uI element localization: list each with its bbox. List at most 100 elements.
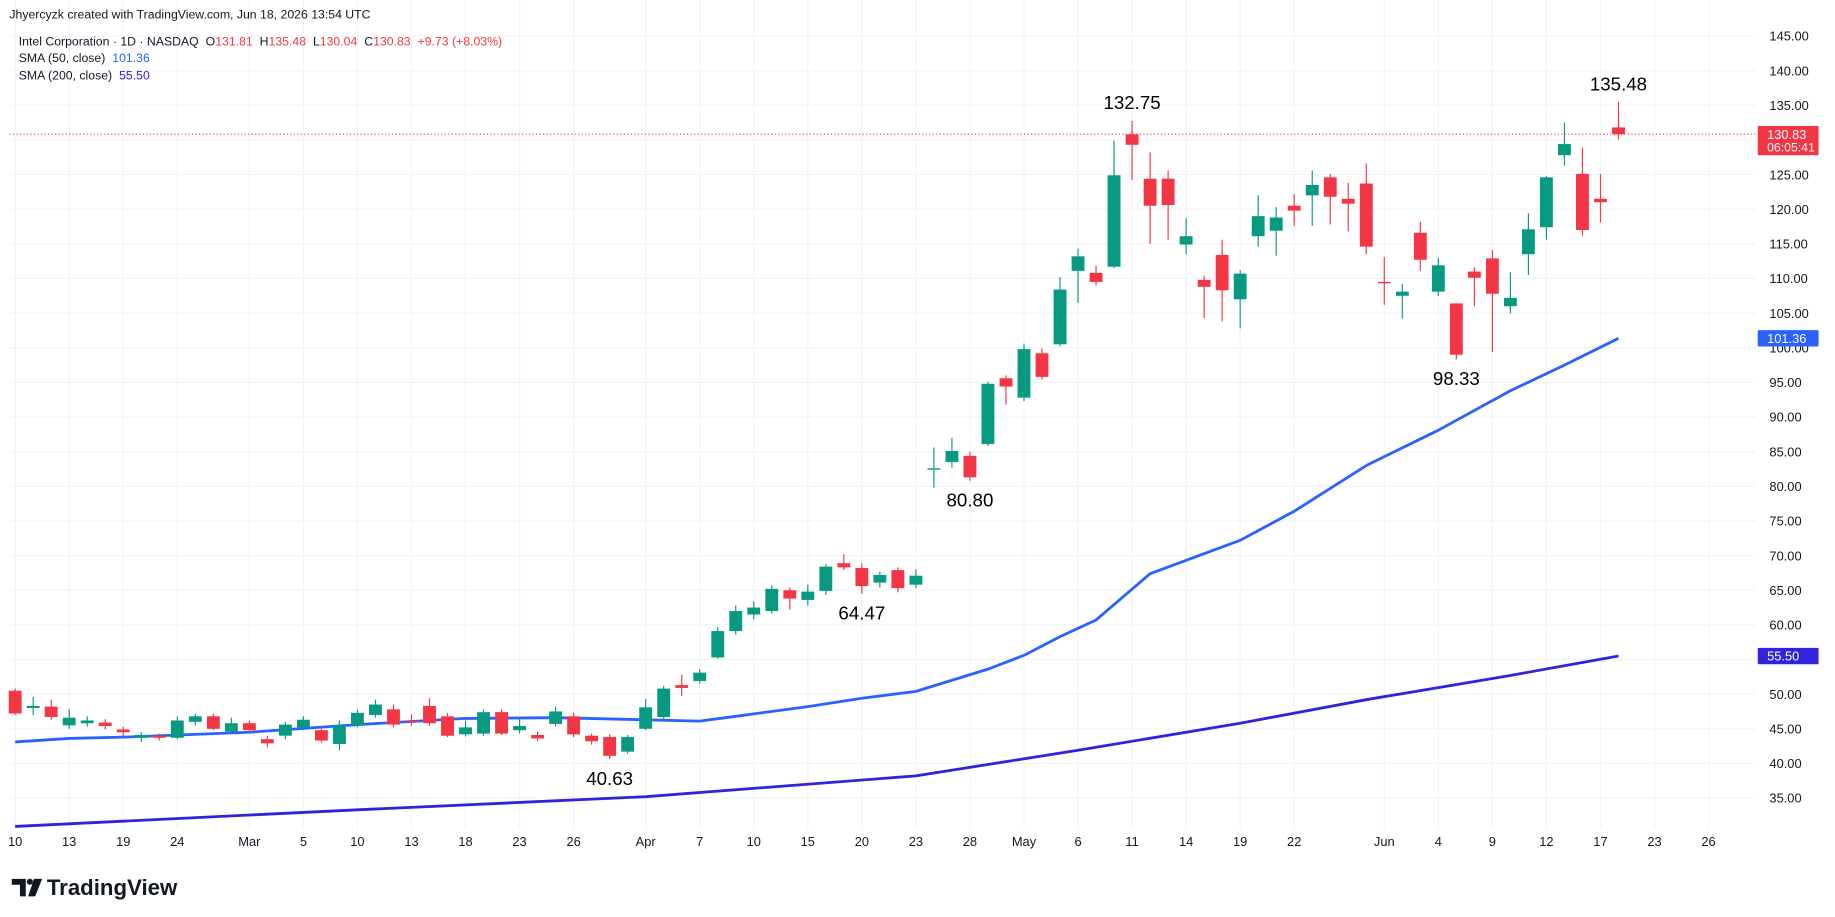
- candle-body: [1359, 183, 1373, 247]
- y-tick-label: 145.00: [1769, 29, 1808, 44]
- candle-body: [963, 455, 977, 478]
- candle-body: [981, 383, 995, 445]
- y-tick-label: 45.00: [1769, 721, 1801, 736]
- legend-symbol-line: Intel Corporation · 1D · NASDAQ O131.81 …: [19, 35, 502, 49]
- x-tick-label: 19: [1233, 834, 1247, 849]
- y-tick-label: 105.00: [1769, 306, 1808, 321]
- low-annotation: 80.80: [947, 490, 994, 511]
- candle-body: [693, 672, 707, 681]
- candle-body: [873, 574, 887, 583]
- y-tick-label: 50.00: [1769, 687, 1801, 702]
- candle-body: [314, 730, 328, 741]
- x-tick-label: 22: [1287, 834, 1301, 849]
- candle-body: [1395, 291, 1409, 296]
- candle-body: [549, 711, 563, 724]
- indicator-value: 101.36: [112, 51, 150, 65]
- candle-body: [423, 705, 436, 724]
- candle-body: [891, 570, 905, 589]
- x-tick-label: May: [1012, 834, 1037, 849]
- price-tag-label: 101.36: [1767, 331, 1806, 346]
- x-tick-label: 28: [963, 834, 977, 849]
- candle-body: [1233, 273, 1247, 300]
- brand: TradingView: [47, 875, 178, 900]
- candle-body: [1485, 258, 1499, 294]
- x-tick-label: 26: [566, 834, 580, 849]
- x-tick-label: 7: [696, 834, 703, 849]
- candle-body: [188, 716, 202, 722]
- candle-body: [495, 712, 508, 734]
- x-tick-label: 13: [404, 834, 418, 849]
- candle-body: [26, 705, 40, 708]
- candle-body: [747, 607, 761, 615]
- legend-key: H: [260, 35, 269, 49]
- candle-body: [1179, 236, 1193, 245]
- candle-body: [1089, 272, 1103, 282]
- candle-body: [62, 717, 76, 726]
- candle-body: [1143, 178, 1157, 206]
- candle-body: [260, 739, 274, 744]
- indicator-legend: SMA (50, close) 101.36: [19, 51, 150, 65]
- candle-body: [801, 591, 815, 600]
- indicator-legend: SMA (200, close) 55.50: [19, 69, 150, 83]
- candle-body: [1557, 144, 1571, 156]
- candle-body: [1305, 184, 1319, 196]
- candle-body: [1594, 198, 1607, 203]
- candle-body: [387, 709, 400, 725]
- candle-body: [1269, 217, 1283, 231]
- candle-body: [1341, 198, 1355, 204]
- plot: 40.63 64.47 80.80 132.75 98.33 135.48: [8, 73, 1647, 828]
- legend-value: 130.04: [320, 35, 358, 49]
- candle-body: [1215, 254, 1229, 291]
- y-tick-label: 90.00: [1769, 410, 1801, 425]
- x-tick-label: Mar: [238, 834, 261, 849]
- candle-body: [1467, 271, 1481, 278]
- price-tag-label: 130.83: [1767, 127, 1806, 142]
- x-tick-label: 9: [1489, 834, 1496, 849]
- x-tick-label: 15: [801, 834, 815, 849]
- price-tag: [1757, 125, 1819, 156]
- x-tick-label: 10: [747, 834, 761, 849]
- y-tick-label: 135.00: [1769, 98, 1808, 113]
- candle-body: [1449, 303, 1463, 355]
- candle-body: [152, 735, 166, 738]
- candle-body: [621, 737, 635, 752]
- candle-body: [1053, 289, 1067, 345]
- x-tick-label: 26: [1701, 834, 1715, 849]
- candle-body: [332, 725, 346, 745]
- price-tag: [1757, 330, 1819, 347]
- candle-body: [819, 566, 833, 591]
- brand-logo: [11, 878, 43, 897]
- candle-body: [1107, 175, 1121, 267]
- candle-body: [1323, 177, 1337, 197]
- candle-body: [369, 704, 382, 715]
- low-annotation: 64.47: [838, 603, 885, 624]
- candle-body: [224, 723, 238, 732]
- candle-body: [116, 729, 130, 733]
- y-tick-label: 85.00: [1769, 444, 1801, 459]
- low-annotation: 98.33: [1433, 368, 1480, 389]
- candle-body: [1251, 216, 1265, 237]
- y-tick-label: 125.00: [1769, 167, 1808, 182]
- candle-body: [945, 450, 959, 463]
- x-tick-label: 13: [62, 834, 76, 849]
- low-annotation: 40.63: [586, 768, 633, 789]
- x-tick-label: 6: [1074, 834, 1081, 849]
- legend-key: L: [313, 35, 320, 49]
- y-tick-label: 35.00: [1769, 791, 1801, 806]
- candle-body: [1161, 178, 1175, 206]
- x-tick-label: 14: [1179, 834, 1193, 849]
- x-tick-label: 24: [170, 834, 184, 849]
- candle-body: [909, 575, 923, 585]
- candle-body: [242, 723, 256, 731]
- y-tick-label: 140.00: [1769, 63, 1808, 78]
- indicator-name: SMA (200, close): [19, 69, 112, 83]
- sma-line: [15, 654, 1619, 828]
- candle-body: [855, 568, 869, 587]
- grid: [9, 0, 1756, 829]
- candle-body: [837, 563, 851, 568]
- legend-value: 130.83: [373, 35, 411, 49]
- axes: 35.0040.0045.0050.0055.0060.0065.0070.00…: [8, 29, 1819, 849]
